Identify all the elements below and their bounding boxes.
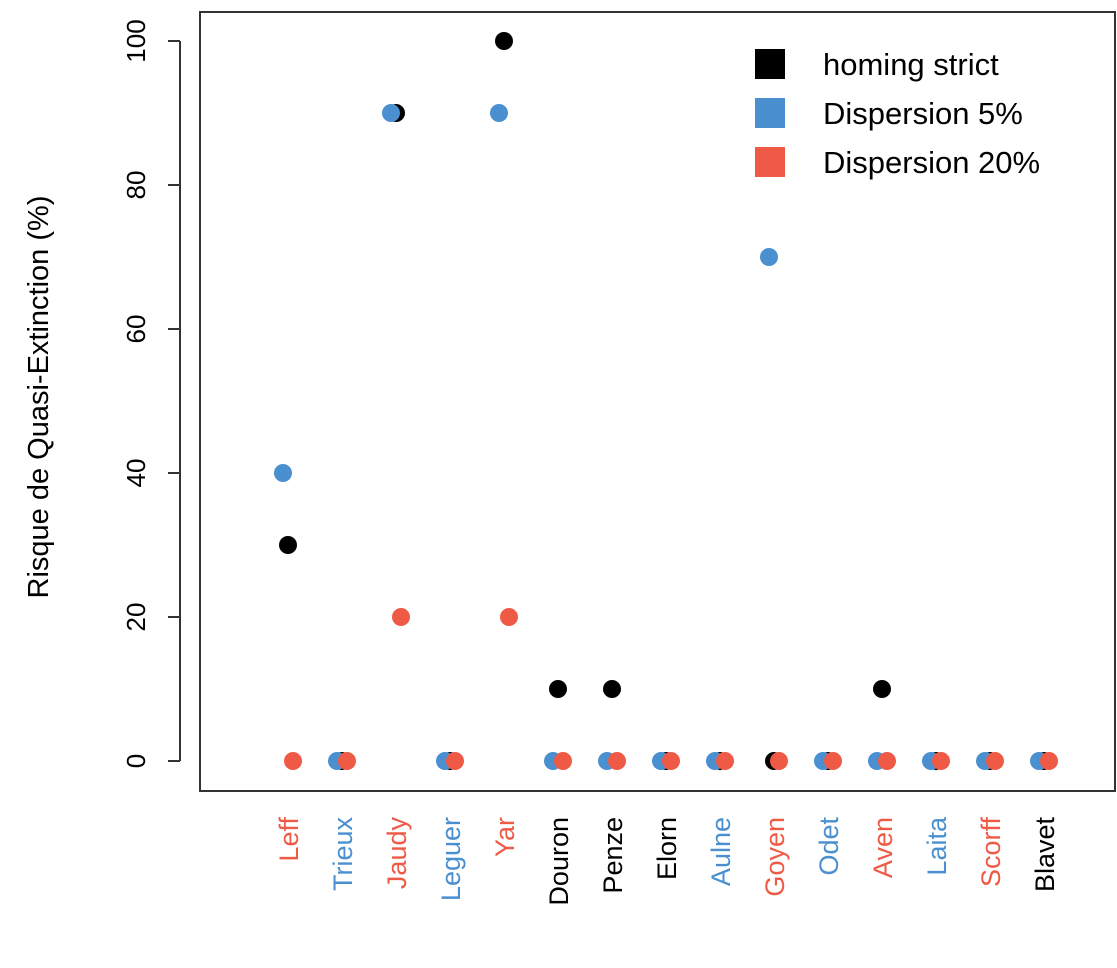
x-category-label: Penze (598, 817, 628, 894)
data-point (770, 752, 788, 770)
y-tick-label: 80 (121, 171, 151, 200)
x-category-label: Odet (814, 817, 844, 876)
x-category-label: Jaudy (382, 817, 412, 890)
data-point (662, 752, 680, 770)
x-category-label: Blavet (1030, 817, 1060, 893)
data-point (986, 752, 1004, 770)
legend-label: homing strict (823, 47, 999, 82)
data-points (274, 32, 1058, 770)
y-tick-label: 20 (121, 603, 151, 632)
x-category-label: Elorn (652, 817, 682, 880)
legend-swatch (755, 98, 785, 128)
x-category-label: Aulne (706, 817, 736, 886)
x-category-label: Laita (922, 816, 952, 876)
data-point (549, 680, 567, 698)
x-category-label: Scorff (976, 817, 1006, 888)
legend-swatch (755, 49, 785, 79)
data-point (554, 752, 572, 770)
y-tick-label: 40 (121, 459, 151, 488)
category-labels: Leff Trieux Jaudy Leguer Yar Douron Penze Elorn… (274, 816, 1060, 906)
legend: homing strict Dispersion 5% Dispersion 20% (755, 47, 1040, 180)
data-point (279, 536, 297, 554)
data-point (603, 680, 621, 698)
data-point (716, 752, 734, 770)
y-tick-label: 0 (121, 754, 151, 768)
x-category-label: Douron (544, 817, 574, 906)
plot-frame (199, 11, 1116, 792)
legend-swatch (755, 147, 785, 177)
x-category-label: Yar (490, 817, 520, 857)
data-point (446, 752, 464, 770)
data-point (338, 752, 356, 770)
data-point (873, 680, 891, 698)
data-point (824, 752, 842, 770)
data-point (878, 752, 896, 770)
x-category-label: Goyen (760, 817, 790, 897)
data-point (274, 464, 292, 482)
y-axis: 0 20 40 60 80 100 (121, 19, 181, 768)
x-category-label: Leguer (436, 817, 466, 901)
data-point (495, 32, 513, 50)
x-category-label: Trieux (328, 817, 358, 892)
data-point (760, 248, 778, 266)
y-tick-label: 60 (121, 315, 151, 344)
data-point (932, 752, 950, 770)
data-point (392, 608, 410, 626)
legend-label: Dispersion 5% (823, 96, 1023, 131)
data-point (608, 752, 626, 770)
y-tick-label: 100 (121, 19, 151, 62)
x-category-label: Aven (868, 817, 898, 878)
x-category-label: Leff (274, 817, 304, 862)
data-point (1040, 752, 1058, 770)
data-point (284, 752, 302, 770)
data-point (382, 104, 400, 122)
legend-label: Dispersion 20% (823, 145, 1040, 180)
data-point (500, 608, 518, 626)
data-point (490, 104, 508, 122)
y-axis-label: Risque de Quasi-Extinction (%) (23, 196, 55, 599)
